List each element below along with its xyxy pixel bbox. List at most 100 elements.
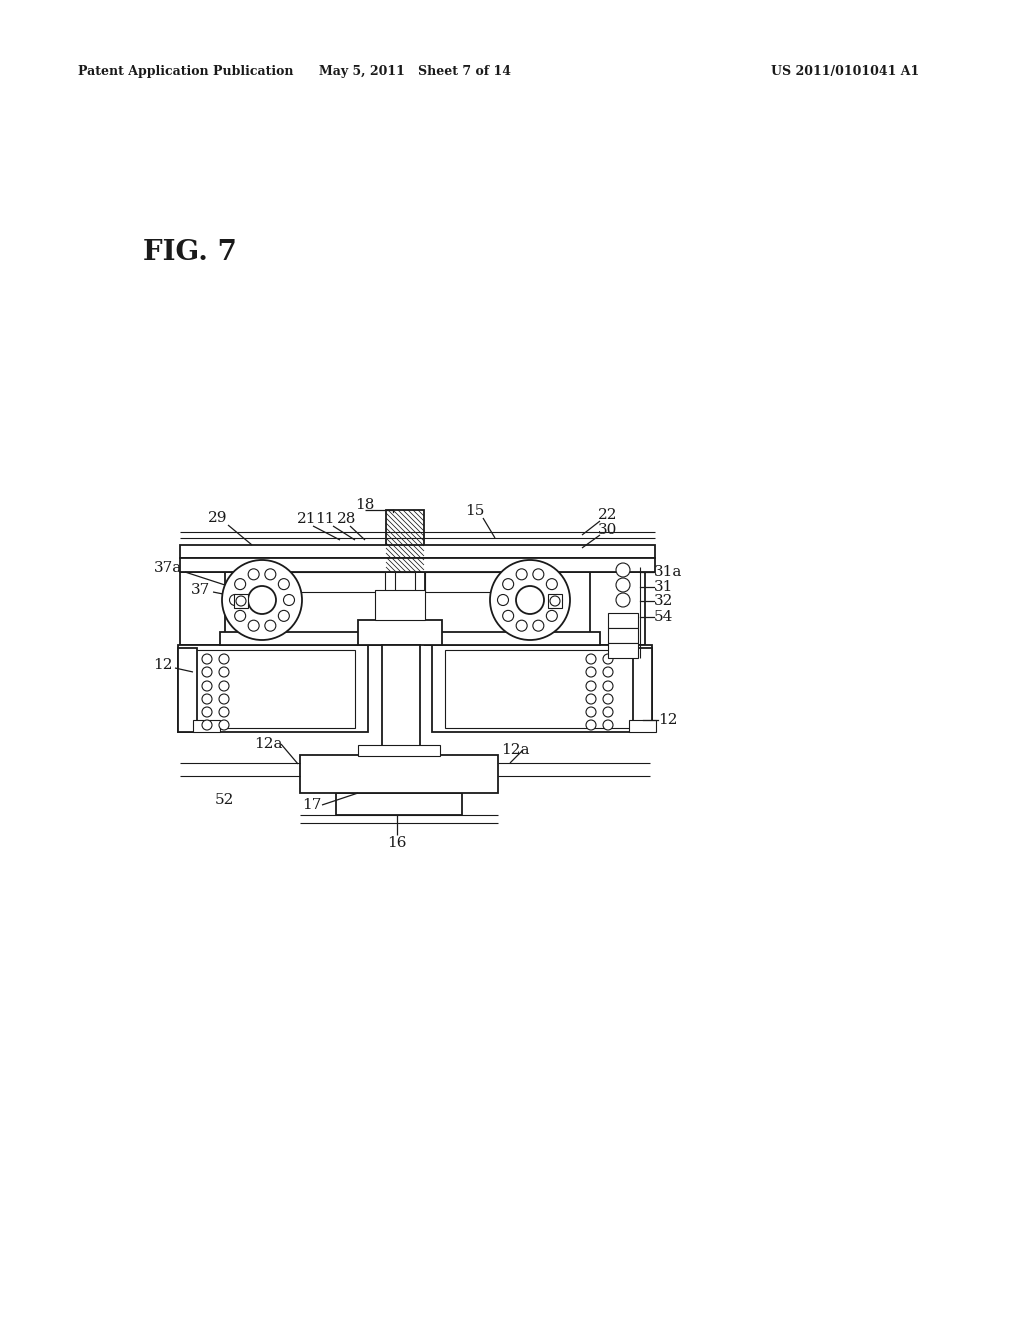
- Bar: [220, 572, 385, 645]
- Text: 30: 30: [598, 523, 617, 537]
- Circle shape: [202, 708, 212, 717]
- Bar: [234, 594, 248, 609]
- Circle shape: [219, 667, 229, 677]
- Circle shape: [229, 594, 241, 606]
- Circle shape: [219, 681, 229, 690]
- Text: FIG. 7: FIG. 7: [143, 239, 237, 265]
- Circle shape: [219, 708, 229, 717]
- Circle shape: [586, 653, 596, 664]
- Text: 12a: 12a: [254, 737, 283, 751]
- Bar: [178, 648, 197, 733]
- Circle shape: [516, 620, 527, 631]
- Bar: [432, 645, 652, 733]
- Bar: [375, 590, 425, 620]
- Bar: [425, 572, 600, 645]
- Circle shape: [616, 578, 630, 591]
- Text: 54: 54: [654, 610, 674, 624]
- Bar: [633, 648, 652, 733]
- Circle shape: [219, 719, 229, 730]
- Circle shape: [603, 653, 613, 664]
- Text: 28: 28: [337, 512, 356, 525]
- Text: 17: 17: [302, 799, 322, 812]
- Bar: [178, 645, 368, 733]
- Circle shape: [284, 594, 295, 606]
- Bar: [386, 558, 424, 572]
- Circle shape: [503, 610, 514, 622]
- Circle shape: [586, 708, 596, 717]
- Circle shape: [202, 719, 212, 730]
- Bar: [180, 558, 655, 572]
- Bar: [608, 643, 638, 657]
- Text: Patent Application Publication: Patent Application Publication: [78, 66, 294, 78]
- Text: 22: 22: [598, 508, 617, 521]
- Circle shape: [202, 681, 212, 690]
- Bar: [300, 755, 498, 793]
- Text: 12: 12: [154, 657, 173, 672]
- Circle shape: [279, 578, 290, 590]
- Bar: [445, 649, 635, 729]
- Circle shape: [547, 610, 557, 622]
- Text: 52: 52: [214, 793, 233, 807]
- Circle shape: [234, 610, 246, 622]
- Circle shape: [516, 586, 544, 614]
- Circle shape: [279, 610, 290, 622]
- Bar: [250, 572, 385, 591]
- Circle shape: [603, 708, 613, 717]
- Circle shape: [616, 564, 630, 577]
- Circle shape: [547, 578, 557, 590]
- Text: 12a: 12a: [501, 743, 529, 756]
- Text: US 2011/0101041 A1: US 2011/0101041 A1: [771, 66, 920, 78]
- Text: 37: 37: [190, 583, 210, 597]
- Bar: [358, 620, 442, 645]
- Bar: [590, 572, 645, 645]
- Circle shape: [603, 719, 613, 730]
- Circle shape: [603, 681, 613, 690]
- Circle shape: [490, 560, 570, 640]
- Bar: [195, 649, 355, 729]
- Bar: [336, 793, 462, 814]
- Bar: [382, 645, 420, 755]
- Bar: [386, 510, 424, 558]
- Text: 15: 15: [465, 504, 484, 517]
- Text: 31: 31: [654, 579, 674, 594]
- Text: 11: 11: [315, 512, 335, 525]
- Text: 21: 21: [297, 512, 316, 525]
- Bar: [220, 632, 385, 645]
- Text: 16: 16: [387, 836, 407, 850]
- Circle shape: [503, 578, 514, 590]
- Circle shape: [219, 653, 229, 664]
- Circle shape: [202, 667, 212, 677]
- Bar: [395, 572, 415, 719]
- Text: 12: 12: [658, 713, 678, 727]
- Bar: [358, 744, 440, 756]
- Bar: [608, 628, 638, 643]
- Bar: [629, 719, 656, 733]
- Circle shape: [248, 569, 259, 579]
- Circle shape: [265, 620, 275, 631]
- Circle shape: [202, 694, 212, 704]
- Circle shape: [498, 594, 509, 606]
- Circle shape: [550, 597, 560, 606]
- Circle shape: [222, 560, 302, 640]
- Circle shape: [616, 593, 630, 607]
- Circle shape: [532, 569, 544, 579]
- Text: 18: 18: [355, 498, 375, 512]
- Circle shape: [586, 681, 596, 690]
- Circle shape: [265, 569, 275, 579]
- Bar: [608, 612, 638, 628]
- Circle shape: [603, 667, 613, 677]
- Bar: [180, 545, 655, 558]
- Circle shape: [219, 694, 229, 704]
- Bar: [425, 572, 560, 591]
- Circle shape: [586, 719, 596, 730]
- Circle shape: [234, 578, 246, 590]
- Text: 31a: 31a: [654, 565, 682, 579]
- Circle shape: [248, 620, 259, 631]
- Circle shape: [236, 597, 246, 606]
- Circle shape: [586, 694, 596, 704]
- Circle shape: [603, 694, 613, 704]
- Text: May 5, 2011   Sheet 7 of 14: May 5, 2011 Sheet 7 of 14: [319, 66, 511, 78]
- Text: 37a: 37a: [154, 561, 182, 576]
- Circle shape: [552, 594, 562, 606]
- Text: 32: 32: [654, 594, 674, 609]
